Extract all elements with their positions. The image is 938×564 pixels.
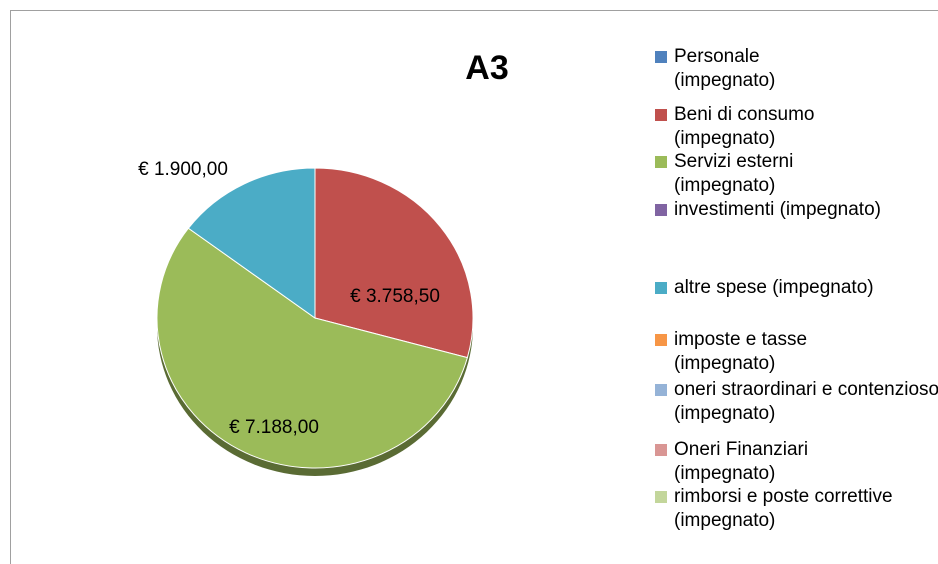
legend-label: imposte e tasse (impegnato) [674, 329, 808, 374]
legend-item: imposte e tasse (impegnato) [655, 328, 864, 376]
legend-swatch [655, 334, 667, 346]
legend-item: Oneri Finanziari (impegnato) [655, 438, 864, 486]
legend-swatch [655, 109, 667, 121]
legend-swatch [655, 444, 667, 456]
legend-label: altre spese (impegnato) [674, 277, 874, 298]
legend-label: rimborsi e poste correttive (impegnato) [674, 486, 893, 531]
legend-swatch [655, 51, 667, 63]
data-label: € 1.900,00 [138, 159, 228, 180]
legend-label: Servizi esterni (impegnato) [674, 151, 794, 196]
legend-swatch [655, 282, 667, 294]
chart-frame [10, 10, 938, 564]
legend-swatch [655, 491, 667, 503]
legend-item: rimborsi e poste correttive (impegnato) [655, 485, 924, 533]
data-label: € 7.188,00 [229, 417, 319, 438]
pie-slice [156, 227, 469, 469]
legend-label: Personale (impegnato) [674, 46, 776, 91]
legend-swatch [655, 204, 667, 216]
chart-title: A3 [465, 49, 508, 87]
legend-label: Oneri Finanziari (impegnato) [674, 439, 809, 484]
legend-label: investimenti (impegnato) [674, 199, 881, 220]
legend-label: Beni di consumo (impegnato) [674, 104, 815, 149]
legend-swatch [655, 384, 667, 396]
pie-slice [314, 167, 474, 359]
legend-swatch [655, 156, 667, 168]
data-label: € 3.758,50 [350, 286, 440, 307]
legend-item: Beni di consumo (impegnato) [655, 103, 864, 151]
legend-item: altre spese (impegnato) [655, 276, 938, 300]
legend-item: Personale (impegnato) [655, 45, 824, 93]
pie-slice [187, 167, 316, 319]
legend-label: oneri straordinari e contenzioso (impegn… [674, 379, 938, 424]
legend-item: investimenti (impegnato) [655, 198, 938, 222]
legend-item: oneri straordinari e contenzioso (impegn… [655, 378, 938, 426]
legend-item: Servizi esterni (impegnato) [655, 150, 844, 198]
